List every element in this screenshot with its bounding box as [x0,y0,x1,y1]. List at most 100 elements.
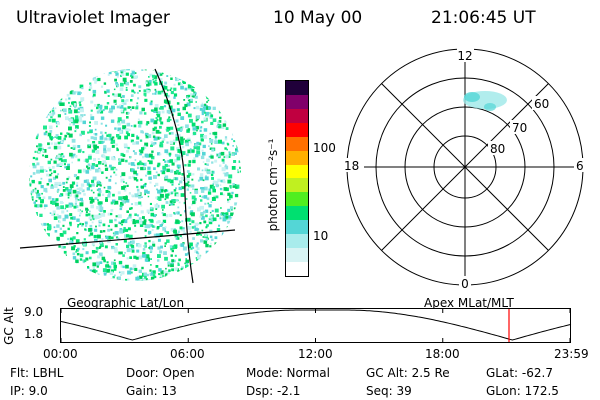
speckle [26,123,28,125]
speckle [29,177,30,180]
speckle [82,71,86,75]
speckle [202,104,205,107]
speckle [217,76,221,79]
speckle [113,262,116,265]
speckle [130,74,132,77]
lat-label-60: 60 [534,97,549,111]
speckle [61,269,63,271]
speckle [96,106,99,110]
speckle [228,278,233,281]
speckle [178,169,182,172]
speckle [192,237,195,240]
speckle [151,155,155,160]
speckle [103,270,107,275]
speckle [215,246,218,249]
speckle [56,284,58,286]
speckle [120,178,125,183]
speckle [177,78,180,81]
speckle [216,154,218,156]
speckle [214,242,218,246]
speckle [46,183,50,186]
speckle [173,83,176,86]
speckle [144,275,147,279]
speckle [229,184,232,188]
speckle [203,82,208,86]
speckle [140,185,144,189]
speckle [29,213,34,218]
speckle [34,150,37,153]
speckle [207,202,210,205]
speckle [220,192,223,196]
speckle [44,107,48,110]
speckle [208,106,212,110]
speckle [59,162,64,166]
speckle [221,77,225,81]
speckle [125,278,128,281]
speckle [110,119,115,123]
speckle [232,236,235,239]
speckle [46,249,50,253]
speckle [75,127,78,130]
speckle [215,268,217,270]
speckle [78,111,80,114]
speckle [40,119,43,122]
speckle [70,75,73,78]
speckle [219,184,222,186]
colorbar-cell [286,248,308,262]
speckle [101,141,104,144]
speckle [200,258,204,262]
speckle [198,69,201,73]
speckle [164,65,166,67]
speckle [144,189,148,194]
speckle [238,140,241,144]
speckle [232,254,237,259]
speckle [29,112,33,116]
speckle [231,126,235,131]
speckle [157,72,162,77]
speckle [68,261,72,265]
speckle [192,159,196,164]
speckle [203,240,208,244]
speckle [29,213,30,215]
speckle [78,74,81,77]
speckle [177,277,181,281]
speckle [212,263,215,266]
speckle [182,229,185,232]
speckle [77,269,82,274]
speckle [57,188,60,191]
speckle [148,160,153,165]
speckle [202,107,205,109]
speckle [97,180,100,183]
speckle [83,159,87,162]
speckle [195,101,197,103]
speckle [59,102,63,106]
speckle [81,281,83,283]
speckle [164,175,169,179]
speckle [181,177,184,181]
speckle [126,244,130,248]
speckle [33,227,36,230]
speckle [119,229,124,234]
speckle [191,220,195,224]
speckle [192,94,196,98]
speckle [237,69,240,71]
speckle [241,192,244,195]
speckle [175,211,178,214]
speckle [209,211,212,214]
speckle [155,265,159,268]
speckle [119,104,124,109]
speckle [53,282,56,285]
speckle [49,212,52,214]
speckle [73,69,76,71]
speckle [217,124,222,128]
speckle [153,167,156,170]
speckle [206,224,209,227]
speckle [36,162,40,166]
speckle [216,83,219,86]
speckle [231,209,233,211]
speckle [214,208,219,213]
speckle [29,265,30,269]
speckle [98,252,103,257]
speckle [105,156,110,160]
speckle [83,269,88,274]
